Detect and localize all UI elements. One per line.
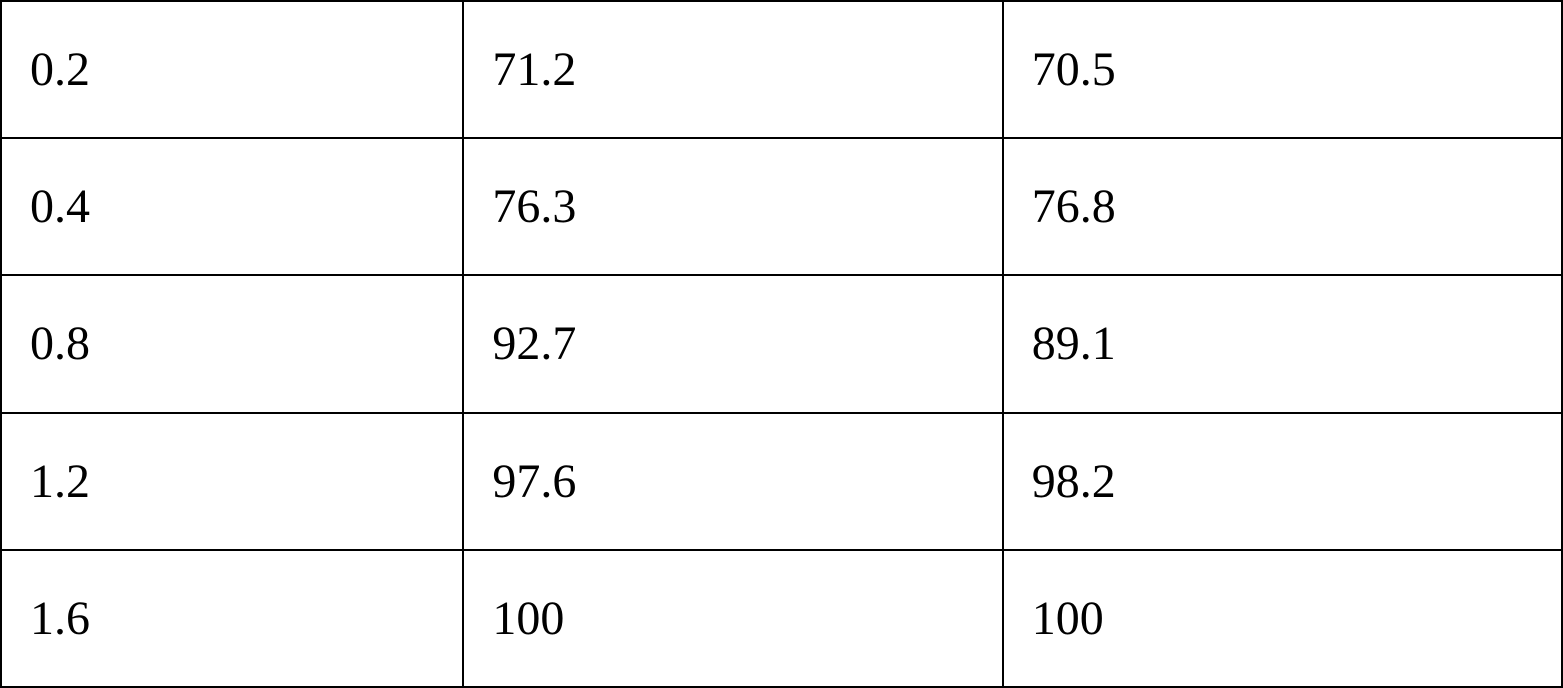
table-cell: 98.2 bbox=[1003, 413, 1562, 550]
table-cell: 89.1 bbox=[1003, 275, 1562, 412]
table-cell: 100 bbox=[463, 550, 1002, 687]
table-row: 1.6 100 100 bbox=[1, 550, 1562, 687]
table-cell: 0.4 bbox=[1, 138, 463, 275]
table-cell: 0.2 bbox=[1, 1, 463, 138]
table-cell: 0.8 bbox=[1, 275, 463, 412]
table-row: 0.2 71.2 70.5 bbox=[1, 1, 1562, 138]
table-cell: 76.8 bbox=[1003, 138, 1562, 275]
table-cell: 100 bbox=[1003, 550, 1562, 687]
table-row: 0.8 92.7 89.1 bbox=[1, 275, 1562, 412]
table-cell: 71.2 bbox=[463, 1, 1002, 138]
table-cell: 70.5 bbox=[1003, 1, 1562, 138]
table-cell: 97.6 bbox=[463, 413, 1002, 550]
table-row: 0.4 76.3 76.8 bbox=[1, 138, 1562, 275]
table-cell: 76.3 bbox=[463, 138, 1002, 275]
data-table-container: 0.2 71.2 70.5 0.4 76.3 76.8 0.8 92.7 89.… bbox=[0, 0, 1563, 688]
table-cell: 1.6 bbox=[1, 550, 463, 687]
data-table: 0.2 71.2 70.5 0.4 76.3 76.8 0.8 92.7 89.… bbox=[0, 0, 1563, 688]
table-cell: 92.7 bbox=[463, 275, 1002, 412]
table-row: 1.2 97.6 98.2 bbox=[1, 413, 1562, 550]
table-cell: 1.2 bbox=[1, 413, 463, 550]
